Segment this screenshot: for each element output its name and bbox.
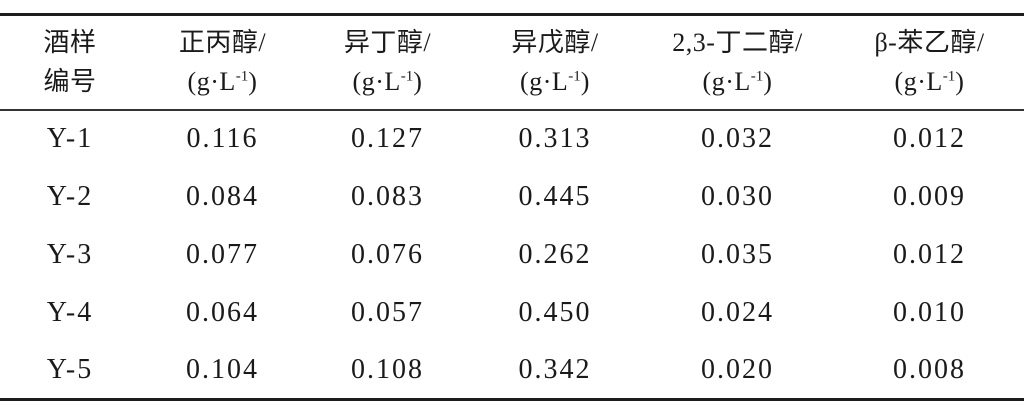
table-row-y5: Y-5 0.104 0.108 0.342 0.020 0.008 — [0, 342, 1024, 400]
header-butanediol-unit: (g·L-1) — [640, 62, 835, 101]
header-isoamyl-alcohol-unit: (g·L-1) — [470, 62, 640, 101]
header-row: 酒样 编号 正丙醇/ (g·L-1) 异丁醇/ (g·L-1) 异戊醇/ (g·… — [0, 15, 1024, 110]
header-isobutanol-unit: (g·L-1) — [305, 62, 470, 101]
unit-exponent: -1 — [568, 68, 581, 85]
value-cell: 0.032 — [701, 123, 774, 154]
value-cell: 0.108 — [351, 353, 424, 385]
table-row-y3: Y-3 0.077 0.076 0.262 0.035 0.012 — [0, 226, 1024, 284]
value-cell: 0.262 — [518, 238, 592, 270]
sample-id: Y-3 — [46, 238, 94, 270]
value-cell: 0.009 — [893, 180, 966, 212]
sample-id: Y-1 — [46, 123, 94, 154]
unit-prefix: (g·L — [894, 67, 943, 97]
value-cell: 0.012 — [893, 238, 966, 270]
table-row-y4: Y-4 0.064 0.057 0.450 0.024 0.010 — [0, 284, 1024, 342]
value-cell: 0.057 — [351, 296, 424, 328]
unit-suffix: ) — [580, 67, 590, 97]
value-cell: 0.104 — [186, 353, 259, 385]
unit-prefix: (g·L — [520, 67, 569, 97]
value-cell: 0.077 — [186, 238, 259, 270]
value-cell: 0.010 — [893, 296, 966, 328]
header-n-propanol-unit: (g·L-1) — [140, 62, 305, 101]
unit-exponent: -1 — [400, 68, 414, 85]
header-phenylethanol-unit: (g·L-1) — [835, 62, 1024, 101]
unit-prefix: (g·L — [352, 67, 401, 97]
sample-id: Y-2 — [46, 180, 94, 212]
header-cell-butanediol: 2,3-丁二醇/ (g·L-1) — [640, 15, 835, 110]
unit-suffix: ) — [248, 67, 258, 97]
header-phenylethanol-title: β-苯乙醇/ — [874, 28, 985, 58]
value-cell: 0.342 — [518, 353, 592, 385]
header-cell-isoamyl-alcohol: 异戊醇/ (g·L-1) — [470, 15, 640, 110]
header-cell-phenylethanol: β-苯乙醇/ (g·L-1) — [835, 15, 1024, 110]
header-n-propanol-title: 正丙醇/ — [178, 28, 267, 58]
sample-id: Y-4 — [46, 296, 94, 328]
value-cell: 0.076 — [351, 238, 424, 270]
value-cell: 0.116 — [186, 123, 259, 154]
value-cell: 0.064 — [186, 296, 259, 328]
header-cell-n-propanol: 正丙醇/ (g·L-1) — [140, 15, 305, 110]
unit-suffix: ) — [955, 67, 965, 97]
unit-exponent: -1 — [235, 68, 249, 85]
unit-suffix: ) — [413, 67, 423, 97]
value-cell: 0.127 — [351, 123, 424, 154]
value-cell: 0.012 — [893, 123, 966, 154]
value-cell: 0.313 — [518, 123, 592, 154]
table-row-y2: Y-2 0.084 0.083 0.445 0.030 0.009 — [0, 168, 1024, 226]
table-row-y1: Y-1 0.116 0.127 0.313 0.032 0.012 — [0, 110, 1024, 168]
value-cell: 0.020 — [701, 353, 774, 385]
header-butanediol-title: 2,3-丁二醇/ — [672, 28, 803, 58]
value-cell: 0.030 — [701, 180, 774, 212]
sample-id: Y-5 — [46, 353, 94, 385]
header-cell-isobutanol: 异丁醇/ (g·L-1) — [305, 15, 470, 110]
value-cell: 0.450 — [518, 296, 592, 328]
value-cell: 0.445 — [518, 180, 592, 212]
unit-suffix: ) — [763, 67, 773, 97]
header-sample-id-line1: 酒样 — [43, 28, 97, 58]
header-sample-id-line2: 编号 — [43, 67, 97, 97]
value-cell: 0.024 — [701, 296, 774, 328]
unit-prefix: (g·L — [702, 67, 751, 97]
unit-prefix: (g·L — [187, 67, 236, 97]
unit-exponent: -1 — [942, 68, 956, 85]
value-cell: 0.035 — [701, 238, 774, 270]
header-cell-sample-id: 酒样 编号 — [0, 15, 140, 110]
table-body: Y-1 0.116 0.127 0.313 0.032 0.012 Y-2 0.… — [0, 110, 1024, 400]
table-header: 酒样 编号 正丙醇/ (g·L-1) 异丁醇/ (g·L-1) 异戊醇/ (g·… — [0, 15, 1024, 110]
value-cell: 0.084 — [186, 180, 259, 212]
page: 酒样 编号 正丙醇/ (g·L-1) 异丁醇/ (g·L-1) 异戊醇/ (g·… — [0, 13, 1024, 401]
unit-exponent: -1 — [750, 68, 764, 85]
header-isoamyl-alcohol-title: 异戊醇/ — [511, 28, 599, 58]
header-isobutanol-title: 异丁醇/ — [343, 28, 432, 58]
value-cell: 0.008 — [893, 353, 966, 385]
value-cell: 0.083 — [351, 180, 424, 212]
alcohol-content-table: 酒样 编号 正丙醇/ (g·L-1) 异丁醇/ (g·L-1) 异戊醇/ (g·… — [0, 13, 1024, 401]
